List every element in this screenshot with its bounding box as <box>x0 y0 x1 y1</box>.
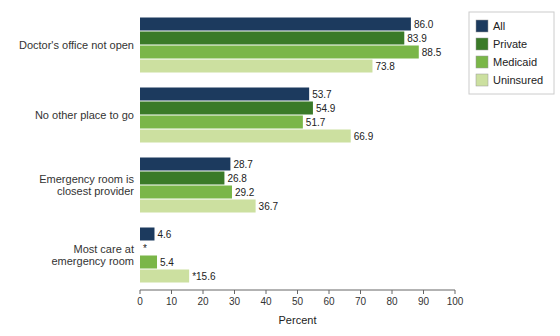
data-label: 51.7 <box>306 117 326 128</box>
data-label: 26.8 <box>227 173 247 184</box>
bar <box>140 46 419 59</box>
bar <box>140 18 411 31</box>
data-label: 73.8 <box>375 61 395 72</box>
x-tick-label: 10 <box>166 296 178 307</box>
data-label: * <box>143 243 147 254</box>
category-label: No other place to go <box>35 109 134 121</box>
data-label: 28.7 <box>233 159 253 170</box>
x-tick-label: 60 <box>323 296 335 307</box>
bar <box>140 116 303 129</box>
x-tick-label: 70 <box>355 296 367 307</box>
bar <box>140 228 154 241</box>
legend-swatch <box>476 56 488 68</box>
chart: 86.0 83.9 88.5 73.8 53.7 54.9 51.7 66.9 28.7 26.8… <box>0 0 560 336</box>
category-label: Emergency room isclosest provider <box>39 173 134 197</box>
legend-frame <box>469 12 554 94</box>
bar <box>140 88 309 101</box>
legend-swatch <box>476 38 488 50</box>
x-tick <box>455 290 456 294</box>
bar <box>140 32 404 45</box>
x-tick <box>392 290 393 294</box>
data-label: 4.6 <box>157 229 171 240</box>
bar <box>140 158 230 171</box>
x-tick-label: 20 <box>197 296 209 307</box>
x-tick <box>203 290 204 294</box>
legend-label: Uninsured <box>493 74 543 86</box>
legend-swatch <box>476 20 488 32</box>
bar <box>140 200 256 213</box>
data-label: 86.0 <box>414 19 434 30</box>
x-tick <box>171 290 172 294</box>
data-label: 66.9 <box>354 131 374 142</box>
legend-label: Medicaid <box>493 56 537 68</box>
x-tick-label: 80 <box>386 296 398 307</box>
x-tick-label: 0 <box>137 296 143 307</box>
data-label: 54.9 <box>316 103 336 114</box>
x-tick <box>140 290 141 294</box>
bar <box>140 102 313 115</box>
bar <box>140 172 224 185</box>
data-label: 5.4 <box>160 257 174 268</box>
x-tick <box>297 290 298 294</box>
x-tick <box>266 290 267 294</box>
x-tick-label: 90 <box>418 296 430 307</box>
x-tick-label: 30 <box>229 296 241 307</box>
category-label: Most care atemergency room <box>51 243 134 267</box>
legend-label: Private <box>493 38 527 50</box>
legend: All Private Medicaid Uninsured <box>469 12 554 94</box>
x-tick <box>360 290 361 294</box>
bar <box>140 270 189 283</box>
data-label: 29.2 <box>235 187 255 198</box>
legend-label: All <box>493 20 505 32</box>
x-tick-label: 100 <box>447 296 464 307</box>
x-tick-label: 40 <box>260 296 272 307</box>
data-label: *15.6 <box>192 271 216 282</box>
bars <box>140 18 419 283</box>
x-tick <box>423 290 424 294</box>
x-axis-label: Percent <box>279 314 317 326</box>
bar <box>140 60 372 73</box>
x-tick <box>234 290 235 294</box>
x-tick-label: 50 <box>292 296 304 307</box>
bar <box>140 130 351 143</box>
bar <box>140 256 157 269</box>
data-labels: 86.0 83.9 88.5 73.8 53.7 54.9 51.7 66.9 28.7 26.8… <box>143 19 442 282</box>
category-label: Doctor's office not open <box>19 39 134 51</box>
x-tick <box>329 290 330 294</box>
data-label: 88.5 <box>422 47 442 58</box>
data-label: 83.9 <box>407 33 427 44</box>
data-label: 36.7 <box>259 201 279 212</box>
legend-swatch <box>476 74 488 86</box>
data-label: 53.7 <box>312 89 332 100</box>
bar <box>140 186 232 199</box>
